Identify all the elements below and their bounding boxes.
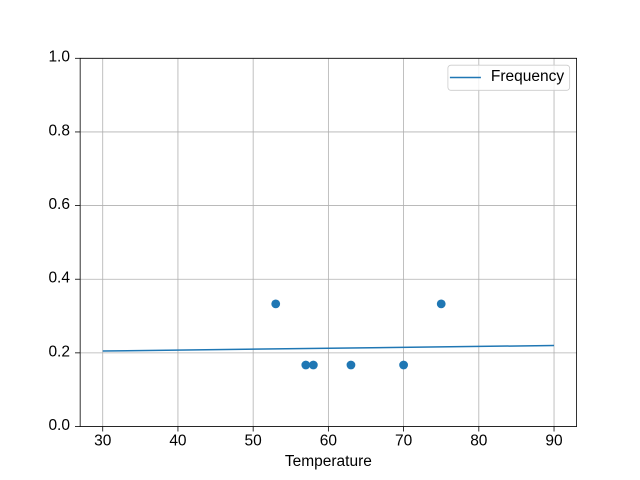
svg-text:0.2: 0.2	[48, 343, 70, 360]
svg-text:0.6: 0.6	[48, 196, 70, 213]
svg-text:90: 90	[545, 433, 563, 450]
svg-text:Frequency: Frequency	[491, 68, 564, 85]
svg-text:40: 40	[169, 433, 187, 450]
svg-text:60: 60	[320, 433, 338, 450]
svg-text:80: 80	[470, 433, 488, 450]
svg-text:30: 30	[94, 433, 112, 450]
svg-text:Temperature: Temperature	[285, 453, 372, 470]
svg-text:0.4: 0.4	[48, 270, 70, 287]
svg-text:0.0: 0.0	[48, 417, 70, 434]
svg-text:50: 50	[245, 433, 263, 450]
svg-text:0.8: 0.8	[48, 122, 70, 139]
svg-text:1.0: 1.0	[48, 49, 70, 66]
svg-text:70: 70	[395, 433, 413, 450]
